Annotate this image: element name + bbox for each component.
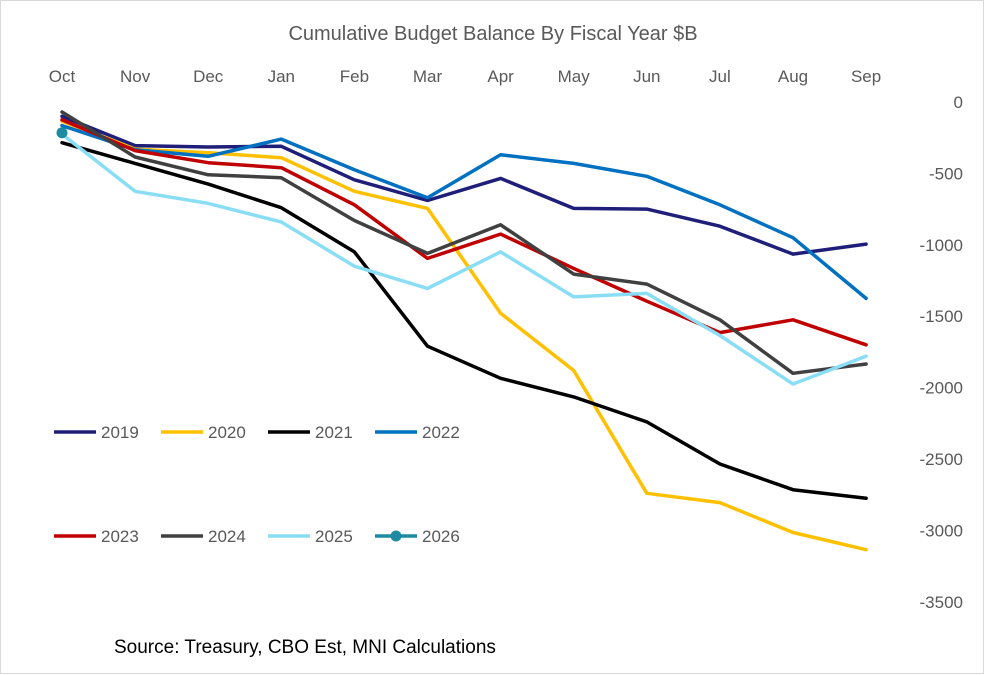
x-tick-label: Nov	[120, 67, 151, 86]
series-line-2024	[60, 110, 868, 376]
legend-label: 2024	[208, 527, 246, 546]
x-tick-label: Feb	[340, 67, 369, 86]
x-tick-label: Sep	[851, 67, 881, 86]
legend-item-2024: 2024	[161, 527, 246, 546]
x-tick-label: Jul	[709, 67, 731, 86]
y-axis-ticks: 0 -500 -1000 -1500 -2000 -2500 -3000 -3500	[920, 93, 963, 612]
series-marker-2026	[56, 127, 68, 139]
legend-item-2026: 2026	[375, 527, 460, 546]
legend-item-2020: 2020	[161, 423, 246, 442]
legend-label: 2020	[208, 423, 246, 442]
series-line-2022	[60, 123, 868, 301]
x-tick-label: Mar	[413, 67, 443, 86]
legend-label: 2023	[101, 527, 139, 546]
legend-label: 2021	[315, 423, 353, 442]
legend-marker	[390, 530, 402, 542]
legend-item-2022: 2022	[375, 423, 460, 442]
y-tick-label: -2500	[920, 450, 963, 469]
x-tick-label: Aug	[778, 67, 808, 86]
series-line-2025	[60, 132, 868, 386]
series-line-2020	[60, 119, 868, 552]
y-tick-label: -3500	[920, 593, 963, 612]
source-note: Source: Treasury, CBO Est, MNI Calculati…	[114, 637, 496, 658]
legend-item-2025: 2025	[268, 527, 353, 546]
y-tick-label: -2000	[920, 379, 963, 398]
legend-item-2023: 2023	[54, 527, 139, 546]
legend-item-2021: 2021	[268, 423, 353, 442]
legend: 2019 2020 2021 2022 2023 2024 2025 2026	[54, 423, 460, 546]
series-lines	[56, 110, 868, 552]
series-line-2019	[60, 114, 868, 256]
y-tick-label: -3000	[920, 521, 963, 540]
y-tick-label: -1000	[920, 236, 963, 255]
x-tick-label: Dec	[193, 67, 224, 86]
y-tick-label: -1500	[920, 307, 963, 326]
y-tick-label: -500	[929, 164, 963, 183]
x-tick-label: Jun	[633, 67, 660, 86]
x-tick-label: Apr	[487, 67, 514, 86]
x-tick-label: Jan	[268, 67, 295, 86]
legend-label: 2019	[101, 423, 139, 442]
y-tick-label: 0	[954, 93, 963, 112]
legend-label: 2026	[422, 527, 460, 546]
legend-label: 2022	[422, 423, 460, 442]
chart-title: Cumulative Budget Balance By Fiscal Year…	[288, 23, 697, 45]
legend-item-2019: 2019	[54, 423, 139, 442]
x-axis-ticks: Oct Nov Dec Jan Feb Mar Apr May Jun Jul Aug Sep	[49, 67, 881, 86]
series-line-2021	[60, 140, 868, 501]
x-tick-label: May	[558, 67, 591, 86]
legend-label: 2025	[315, 527, 353, 546]
x-tick-label: Oct	[49, 67, 76, 86]
